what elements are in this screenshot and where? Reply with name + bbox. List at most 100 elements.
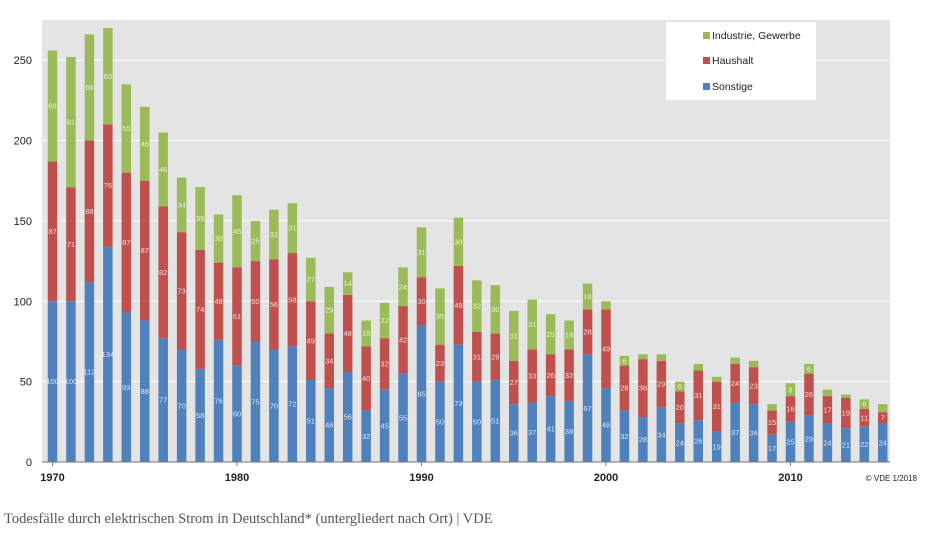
bar-label-haushalt-1979: 48 bbox=[214, 297, 222, 306]
bar-label-industrie-gewerbe-1974: 55 bbox=[122, 124, 130, 133]
bar-haushalt-1990 bbox=[416, 277, 427, 326]
bar-label-industrie-gewerbe-1995: 31 bbox=[510, 331, 518, 340]
legend-box bbox=[666, 22, 816, 100]
bar-sonstige-1983 bbox=[287, 346, 298, 462]
bar-label-haushalt-2007: 24 bbox=[731, 379, 739, 388]
bar-haushalt-1982 bbox=[269, 259, 279, 350]
bar-industrie-gewerbe-1995 bbox=[509, 310, 519, 361]
bar-industrie-gewerbe-1997 bbox=[545, 314, 556, 355]
bar-sonstige-1996 bbox=[527, 402, 537, 462]
y-tick-100: 100 bbox=[14, 296, 32, 308]
bar-sonstige-1970 bbox=[47, 301, 58, 462]
bar-label-haushalt-1985: 34 bbox=[325, 356, 333, 365]
bar-label-sonstige-1994: 51 bbox=[491, 417, 499, 426]
bar-haushalt-1981 bbox=[250, 261, 261, 342]
bar-haushalt-1986 bbox=[342, 294, 353, 372]
bar-label-haushalt-1995: 27 bbox=[510, 378, 518, 387]
bar-industrie-gewerbe-2011 bbox=[804, 363, 814, 374]
bar-label-industrie-gewerbe-1993: 32 bbox=[473, 302, 481, 311]
x-tick-1970: 1970 bbox=[40, 472, 64, 484]
bar-industrie-gewerbe-1987 bbox=[361, 320, 371, 347]
bar-label-sonstige-1978: 58 bbox=[196, 411, 204, 420]
bar-sonstige-2013 bbox=[841, 428, 851, 462]
bar-haushalt-1979 bbox=[213, 262, 224, 340]
bar-label-sonstige-1973: 134 bbox=[102, 350, 115, 359]
bar-label-haushalt-1981: 50 bbox=[251, 297, 259, 306]
bar-industrie-gewerbe-2014 bbox=[859, 399, 870, 409]
bar-label-haushalt-2004: 20 bbox=[676, 403, 684, 412]
bar-industrie-gewerbe-1989 bbox=[398, 267, 408, 307]
bar-label-sonstige-1986: 56 bbox=[344, 413, 352, 422]
bar-label-sonstige-1993: 50 bbox=[473, 417, 481, 426]
bar-label-haushalt-1988: 32 bbox=[380, 360, 388, 369]
bar-haushalt-2007 bbox=[730, 363, 740, 403]
bar-sonstige-1985 bbox=[324, 388, 334, 462]
bar-label-haushalt-1987: 40 bbox=[362, 374, 370, 383]
bar-sonstige-1995 bbox=[509, 404, 519, 462]
stacked-bar-chart: 1008769100718111288661347660938755888746… bbox=[14, 20, 918, 484]
bar-industrie-gewerbe-2009 bbox=[767, 404, 777, 411]
bar-haushalt-1974 bbox=[121, 172, 132, 313]
bar-label-sonstige-1988: 45 bbox=[380, 421, 388, 430]
bar-label-sonstige-2002: 28 bbox=[639, 435, 647, 444]
bar-label-industrie-gewerbe-1982: 31 bbox=[270, 230, 278, 239]
bar-label-industrie-gewerbe-1984: 27 bbox=[307, 275, 315, 284]
bar-label-industrie-gewerbe-1997: 25 bbox=[546, 330, 554, 339]
bar-sonstige-2004 bbox=[675, 423, 685, 462]
bar-label-sonstige-1987: 32 bbox=[362, 432, 370, 441]
bar-haushalt-2006 bbox=[711, 381, 722, 432]
bar-sonstige-1978 bbox=[195, 368, 205, 462]
bar-label-haushalt-2015: 7 bbox=[881, 413, 885, 422]
bar-industrie-gewerbe-1990 bbox=[416, 227, 427, 278]
bar-label-sonstige-1972: 112 bbox=[83, 368, 95, 377]
bar-industrie-gewerbe-1984 bbox=[306, 257, 316, 302]
bar-industrie-gewerbe-2002 bbox=[638, 354, 648, 360]
bar-label-haushalt-2012: 17 bbox=[823, 405, 831, 414]
bar-label-sonstige-2006: 19 bbox=[713, 442, 721, 451]
bar-haushalt-1978 bbox=[195, 249, 205, 369]
bar-label-haushalt-1976: 82 bbox=[159, 268, 167, 277]
bar-label-haushalt-1980: 61 bbox=[233, 312, 241, 321]
figure-caption: Todesfälle durch elektrischen Strom in D… bbox=[4, 511, 493, 527]
y-tick-250: 250 bbox=[14, 55, 32, 67]
bar-label-sonstige-2012: 24 bbox=[823, 438, 831, 447]
bar-label-sonstige-2001: 32 bbox=[620, 432, 628, 441]
bar-industrie-gewerbe-2008 bbox=[748, 360, 759, 368]
bar-sonstige-1974 bbox=[121, 312, 132, 462]
bar-label-sonstige-1981: 75 bbox=[251, 397, 259, 406]
x-tick-2000: 2000 bbox=[594, 472, 618, 484]
bar-label-industrie-gewerbe-1996: 31 bbox=[528, 320, 536, 329]
bar-label-industrie-gewerbe-1978: 39 bbox=[196, 214, 204, 223]
bar-haushalt-1999 bbox=[582, 309, 593, 355]
bar-label-industrie-gewerbe-1988: 22 bbox=[380, 316, 388, 325]
bar-sonstige-1977 bbox=[176, 349, 187, 462]
bar-industrie-gewerbe-1980 bbox=[232, 195, 242, 268]
bar-label-sonstige-2010: 25 bbox=[786, 438, 794, 447]
bar-label-sonstige-1970: 100 bbox=[46, 377, 59, 386]
bar-haushalt-1972 bbox=[84, 140, 95, 282]
bar-industrie-gewerbe-2004 bbox=[675, 381, 685, 392]
bar-sonstige-1997 bbox=[545, 396, 556, 462]
bar-label-industrie-gewerbe-2010: 8 bbox=[788, 385, 792, 394]
segment-labels: 1008769100718111288661347660938755888746… bbox=[46, 72, 887, 453]
bar-haushalt-1975 bbox=[140, 180, 150, 321]
bar-label-haushalt-2014: 11 bbox=[860, 413, 868, 422]
bar-sonstige-1980 bbox=[232, 365, 242, 462]
bar-industrie-gewerbe-1975 bbox=[140, 106, 150, 181]
bar-sonstige-1984 bbox=[306, 380, 316, 462]
x-tick-1980: 1980 bbox=[225, 472, 249, 484]
bar-label-sonstige-1983: 72 bbox=[288, 400, 296, 409]
bar-label-haushalt-1992: 49 bbox=[454, 301, 462, 310]
bar-haushalt-1987 bbox=[361, 346, 371, 411]
bar-label-sonstige-1996: 37 bbox=[528, 428, 536, 437]
bar-label-sonstige-2007: 37 bbox=[731, 428, 739, 437]
bar-label-sonstige-1975: 88 bbox=[141, 387, 149, 396]
bar-label-haushalt-2013: 19 bbox=[842, 409, 850, 418]
bar-sonstige-2000 bbox=[601, 388, 611, 462]
bar-sonstige-1999 bbox=[582, 354, 593, 462]
bar-label-haushalt-1982: 56 bbox=[270, 300, 278, 309]
bar-label-haushalt-1973: 76 bbox=[104, 181, 112, 190]
bar-label-industrie-gewerbe-1991: 35 bbox=[436, 312, 444, 321]
bar-haushalt-2010 bbox=[785, 396, 796, 422]
bar-industrie-gewerbe-1985 bbox=[324, 286, 334, 334]
